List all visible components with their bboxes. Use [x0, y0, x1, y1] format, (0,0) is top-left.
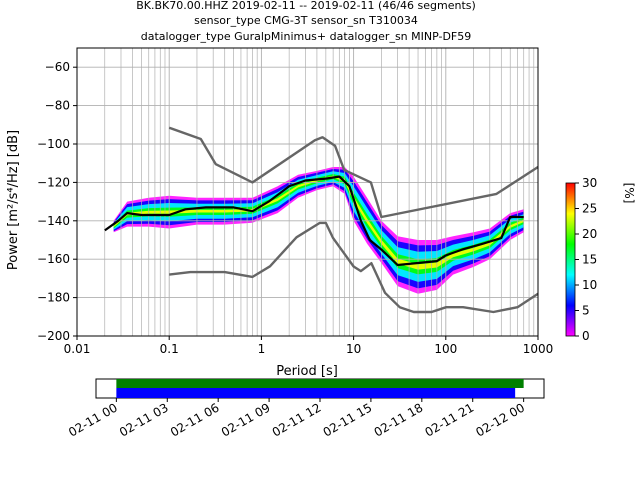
x-tick-label: 1	[258, 342, 266, 356]
timeline-bar-data	[116, 379, 524, 388]
colorbar-tick-label: 5	[582, 304, 590, 318]
x-tick-label: 100	[434, 342, 457, 356]
timeline-tick-label: 02-11 21	[423, 400, 477, 439]
psd-plot: 0.01 0.1 1 10 100 1000 −60 −80 −100 −120 −140 −160…	[6, 47, 554, 379]
colorbar-tick-label: 30	[582, 176, 597, 190]
timeline-tick-label: 02-11 00	[66, 400, 120, 439]
x-tick-label: 0.1	[160, 342, 179, 356]
colorbar-gradient	[565, 182, 576, 337]
timeline-bar-psd	[116, 388, 516, 398]
timeline-bars	[116, 379, 524, 398]
x-tick-label: 10	[346, 342, 361, 356]
timeline-tick-label: 02-11 03	[117, 400, 171, 439]
plot-frame	[76, 47, 539, 337]
y-axis-label: Power [m²/s⁴/Hz] [dB]	[6, 130, 21, 270]
colorbar-tick-label: 0	[582, 329, 590, 343]
series-noise-model-low	[169, 221, 539, 314]
y-axis-ticks: −60 −80 −100 −120 −140 −160 −180 −200	[37, 60, 77, 343]
timeline-tick-label: 02-11 06	[168, 400, 222, 439]
colorbar-tick-label: 20	[582, 227, 597, 241]
density-band-2	[113, 171, 524, 282]
timeline-tick-label: 02-11 15	[321, 400, 375, 439]
colorbar-label: [%]	[622, 183, 636, 204]
colorbar: 0 5 10 15 20 25 30 [%]	[565, 176, 636, 343]
series-mean	[104, 175, 524, 267]
series-noise-model-high	[168, 126, 539, 219]
x-axis-label: Period [s]	[276, 364, 338, 379]
chart-title-line1: BK.BK70.00.HHZ 2019-02-11 -- 2019-02-11 …	[136, 0, 476, 12]
y-tick-label: −200	[37, 329, 70, 343]
colorbar-tick-label: 25	[582, 202, 597, 216]
colorbar-tick-label: 10	[582, 278, 597, 292]
y-tick-label: −120	[37, 175, 70, 189]
timeline-tick-label: 02-11 18	[372, 400, 426, 439]
y-tick-label: −180	[37, 291, 70, 305]
chart-title-line2: sensor_type CMG-3T sensor_sn T310034	[194, 14, 418, 27]
timeline-tick-label: 02-12 00	[473, 400, 527, 439]
chart-title-line3: datalogger_type GuralpMinimus+ datalogge…	[141, 30, 472, 43]
timeline-tick-label: 02-11 09	[219, 400, 273, 439]
colorbar-ticks: 0 5 10 15 20 25 30	[575, 176, 597, 343]
y-tick-label: −80	[45, 99, 70, 113]
timeline-tick-label: 02-11 12	[270, 400, 324, 439]
plot-grid	[76, 48, 538, 337]
y-tick-label: −160	[37, 252, 70, 266]
series-lines	[104, 126, 539, 314]
x-tick-label: 0.01	[64, 342, 91, 356]
y-tick-label: −100	[37, 137, 70, 151]
x-axis-ticks: 0.01 0.1 1 10 100 1000	[64, 336, 554, 356]
colorbar-tick-label: 15	[582, 253, 597, 267]
x-tick-label: 1000	[523, 342, 554, 356]
y-tick-label: −140	[37, 214, 70, 228]
y-tick-label: −60	[45, 60, 70, 74]
